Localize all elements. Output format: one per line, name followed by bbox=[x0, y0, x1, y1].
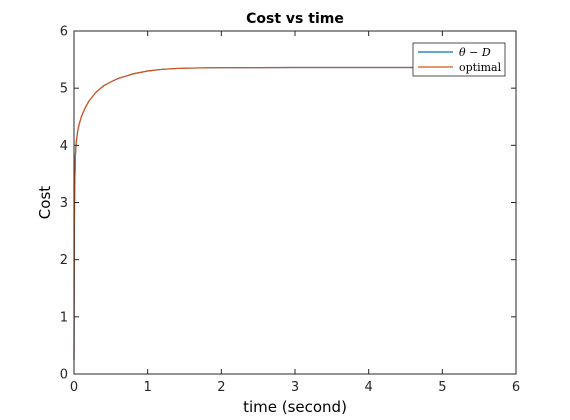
x-tick-label: 6 bbox=[512, 380, 520, 395]
legend-box bbox=[412, 42, 506, 77]
series-line-2 bbox=[73, 66, 443, 360]
x-axis-title: time (second) bbox=[243, 398, 347, 416]
y-tick-label: 3 bbox=[60, 196, 68, 211]
x-tick-label: 0 bbox=[70, 380, 78, 395]
y-tick-label: 6 bbox=[60, 25, 68, 40]
plot-area bbox=[74, 31, 516, 374]
x-tick-label: 3 bbox=[291, 380, 299, 395]
y-tick-label: 5 bbox=[60, 82, 68, 97]
legend-label-1: θ − D bbox=[459, 46, 491, 59]
x-tick-label: 2 bbox=[217, 380, 225, 395]
y-axis-title: Cost bbox=[36, 186, 54, 219]
y-tick-label: 0 bbox=[60, 368, 68, 383]
x-tick-label: 5 bbox=[438, 380, 446, 395]
x-tick-label: 1 bbox=[144, 380, 152, 395]
legend: θ − D optimal bbox=[412, 42, 506, 77]
series-layer bbox=[73, 66, 443, 360]
x-tick-label: 4 bbox=[365, 380, 373, 395]
y-tick-label: 4 bbox=[60, 139, 68, 154]
y-tick-label: 2 bbox=[60, 253, 68, 268]
legend-label-2: optimal bbox=[459, 61, 502, 74]
chart-title: Cost vs time bbox=[246, 11, 344, 27]
tick-layer: 0 1 2 3 4 5 6 0 1 2 3 4 5 6 bbox=[60, 25, 520, 396]
y-tick-label: 1 bbox=[60, 310, 68, 325]
